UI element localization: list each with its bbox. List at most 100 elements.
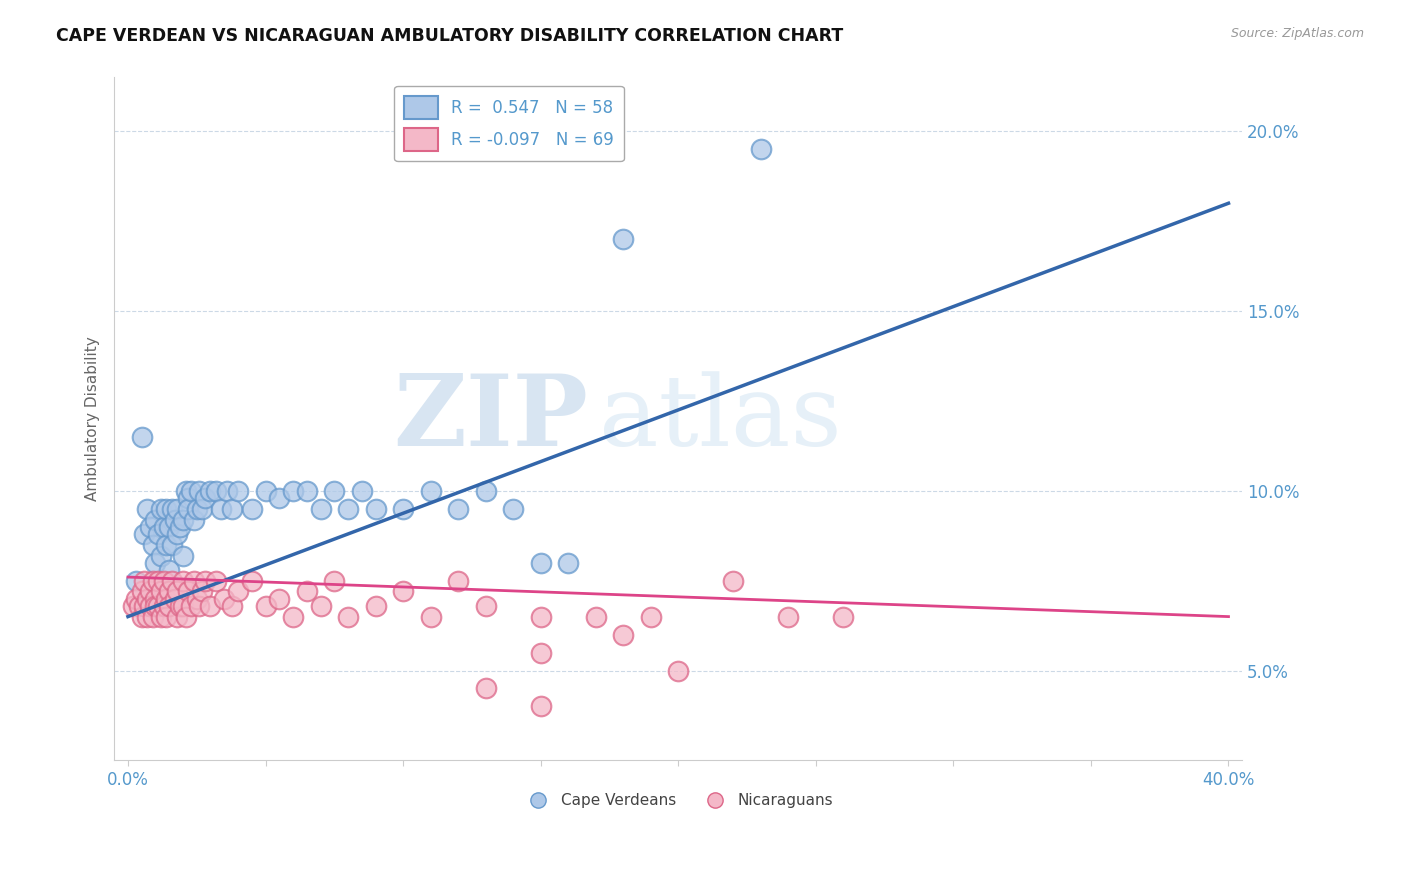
Point <box>172 574 194 588</box>
Point <box>778 609 800 624</box>
Point <box>612 627 634 641</box>
Point <box>186 591 208 606</box>
Point <box>640 609 662 624</box>
Point <box>145 512 167 526</box>
Point <box>666 664 689 678</box>
Point <box>131 609 153 624</box>
Point <box>142 574 165 588</box>
Point <box>166 501 188 516</box>
Point <box>169 599 191 613</box>
Point <box>194 491 217 505</box>
Point <box>530 556 553 570</box>
Point <box>166 609 188 624</box>
Point <box>183 512 205 526</box>
Point <box>139 599 162 613</box>
Point <box>145 556 167 570</box>
Point <box>337 501 360 516</box>
Text: atlas: atlas <box>599 371 842 467</box>
Legend: Cape Verdeans, Nicaraguans: Cape Verdeans, Nicaraguans <box>517 787 839 814</box>
Point <box>269 591 291 606</box>
Point <box>142 609 165 624</box>
Point <box>157 563 180 577</box>
Point <box>530 699 553 714</box>
Point <box>125 591 148 606</box>
Point <box>149 584 172 599</box>
Point <box>309 501 332 516</box>
Point <box>145 599 167 613</box>
Point <box>172 549 194 563</box>
Point <box>240 501 263 516</box>
Point <box>205 483 228 498</box>
Point <box>295 584 318 599</box>
Point <box>136 591 159 606</box>
Point <box>128 599 150 613</box>
Point <box>212 591 235 606</box>
Point <box>364 599 387 613</box>
Point <box>502 501 524 516</box>
Point <box>134 527 156 541</box>
Point <box>254 599 277 613</box>
Point <box>155 591 177 606</box>
Point <box>447 501 470 516</box>
Text: ZIP: ZIP <box>394 370 588 467</box>
Point <box>166 584 188 599</box>
Point <box>295 483 318 498</box>
Point <box>157 599 180 613</box>
Point <box>447 574 470 588</box>
Point <box>309 599 332 613</box>
Point <box>323 483 346 498</box>
Point <box>157 584 180 599</box>
Point <box>211 501 233 516</box>
Point <box>152 574 174 588</box>
Point <box>240 574 263 588</box>
Point <box>350 483 373 498</box>
Point <box>191 501 214 516</box>
Point <box>585 609 607 624</box>
Point <box>281 609 304 624</box>
Point <box>155 538 177 552</box>
Point <box>392 584 415 599</box>
Point <box>152 599 174 613</box>
Text: CAPE VERDEAN VS NICARAGUAN AMBULATORY DISABILITY CORRELATION CHART: CAPE VERDEAN VS NICARAGUAN AMBULATORY DI… <box>56 27 844 45</box>
Point <box>364 501 387 516</box>
Point <box>155 609 177 624</box>
Point <box>205 574 228 588</box>
Point <box>832 609 855 624</box>
Point <box>337 609 360 624</box>
Point <box>530 609 553 624</box>
Point <box>148 599 170 613</box>
Point <box>188 483 211 498</box>
Point <box>188 599 211 613</box>
Point <box>174 609 197 624</box>
Point <box>180 599 202 613</box>
Point <box>149 549 172 563</box>
Point <box>186 501 208 516</box>
Point <box>148 527 170 541</box>
Point <box>155 501 177 516</box>
Point <box>419 483 441 498</box>
Point <box>183 574 205 588</box>
Point <box>152 520 174 534</box>
Point <box>163 591 186 606</box>
Point <box>134 599 156 613</box>
Point <box>323 574 346 588</box>
Point <box>215 483 238 498</box>
Point <box>221 501 243 516</box>
Point <box>166 527 188 541</box>
Point <box>269 491 291 505</box>
Point <box>474 599 496 613</box>
Point <box>136 501 159 516</box>
Point <box>148 574 170 588</box>
Point <box>723 574 745 588</box>
Point <box>530 646 553 660</box>
Point <box>200 599 222 613</box>
Point <box>749 142 772 156</box>
Point <box>177 491 200 505</box>
Point <box>145 591 167 606</box>
Point <box>169 520 191 534</box>
Point <box>149 501 172 516</box>
Point <box>226 584 249 599</box>
Text: Source: ZipAtlas.com: Source: ZipAtlas.com <box>1230 27 1364 40</box>
Point <box>131 584 153 599</box>
Point <box>226 483 249 498</box>
